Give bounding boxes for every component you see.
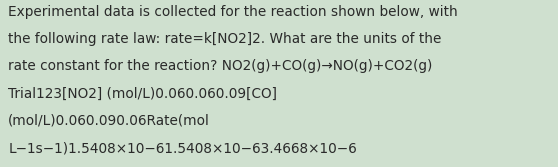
Text: rate constant for the reaction? NO2(g)+CO(g)→NO(g)+CO2(g): rate constant for the reaction? NO2(g)+C… bbox=[8, 59, 433, 73]
Text: the following rate law: rate=k[NO2]2. What are the units of the: the following rate law: rate=k[NO2]2. Wh… bbox=[8, 32, 442, 46]
Text: Experimental data is collected for the reaction shown below, with: Experimental data is collected for the r… bbox=[8, 5, 458, 19]
Text: (mol/L)0.060.090.06Rate(mol: (mol/L)0.060.090.06Rate(mol bbox=[8, 114, 210, 128]
Text: L−1s−1)1.5408×10−61.5408×10−63.4668×10−6: L−1s−1)1.5408×10−61.5408×10−63.4668×10−6 bbox=[8, 141, 357, 155]
Text: Trial123[NO2] (mol/L)0.060.060.09[CO]: Trial123[NO2] (mol/L)0.060.060.09[CO] bbox=[8, 87, 277, 101]
